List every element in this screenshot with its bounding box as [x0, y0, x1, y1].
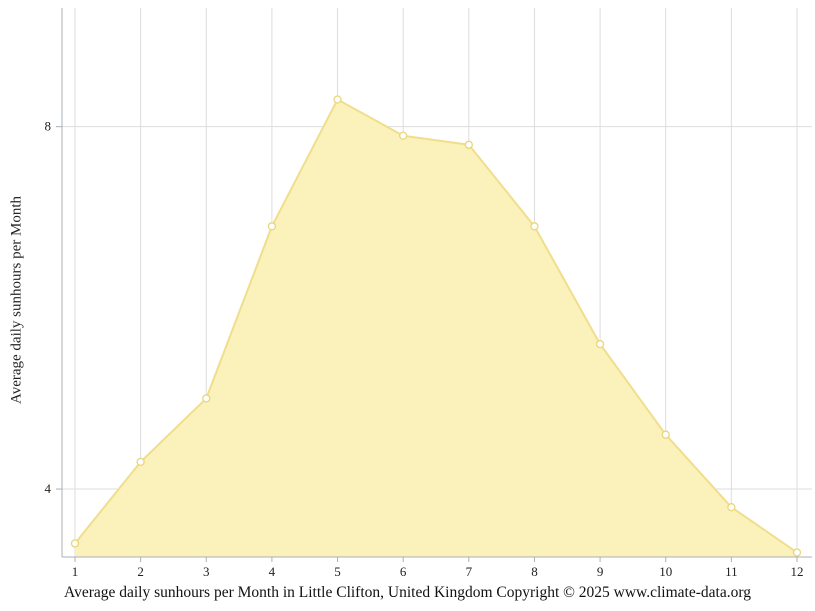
data-point-marker — [530, 222, 539, 231]
x-tick-label: 9 — [597, 564, 604, 579]
data-point-marker — [464, 140, 473, 149]
y-tick-label: 8 — [45, 119, 52, 134]
x-tick-label: 1 — [72, 564, 79, 579]
x-tick-label: 11 — [725, 564, 738, 579]
data-point-marker — [267, 222, 277, 231]
chart-caption: Average daily sunhours per Month in Litt… — [64, 584, 751, 601]
area-fill — [75, 99, 797, 557]
data-point-marker — [399, 131, 408, 140]
x-tick-label: 8 — [531, 564, 538, 579]
data-point-marker — [595, 339, 605, 349]
data-point-marker — [70, 539, 80, 548]
y-axis-label: Average daily sunhours per Month — [8, 195, 25, 405]
x-tick-label: 10 — [659, 564, 672, 579]
data-point-marker — [136, 457, 145, 467]
data-point-marker — [792, 548, 802, 557]
x-tick-label: 7 — [466, 564, 473, 579]
trend-line — [74, 98, 798, 554]
data-point-marker — [661, 430, 670, 439]
x-tick-label: 6 — [400, 564, 407, 579]
data-point-marker — [333, 95, 342, 104]
x-tick-label: 5 — [334, 564, 341, 579]
x-tick-label: 3 — [203, 564, 210, 579]
x-tick-label: 4 — [269, 564, 276, 579]
sunhours-area-chart: 481 2 3 4 5 6 7 8 9 10 11 12 — [45, 8, 812, 579]
data-point-marker — [202, 394, 211, 403]
x-tick-label: 12 — [791, 564, 804, 579]
data-point-marker — [727, 503, 736, 512]
y-tick-label: 4 — [45, 481, 52, 496]
x-tick-label: 2 — [137, 564, 144, 579]
